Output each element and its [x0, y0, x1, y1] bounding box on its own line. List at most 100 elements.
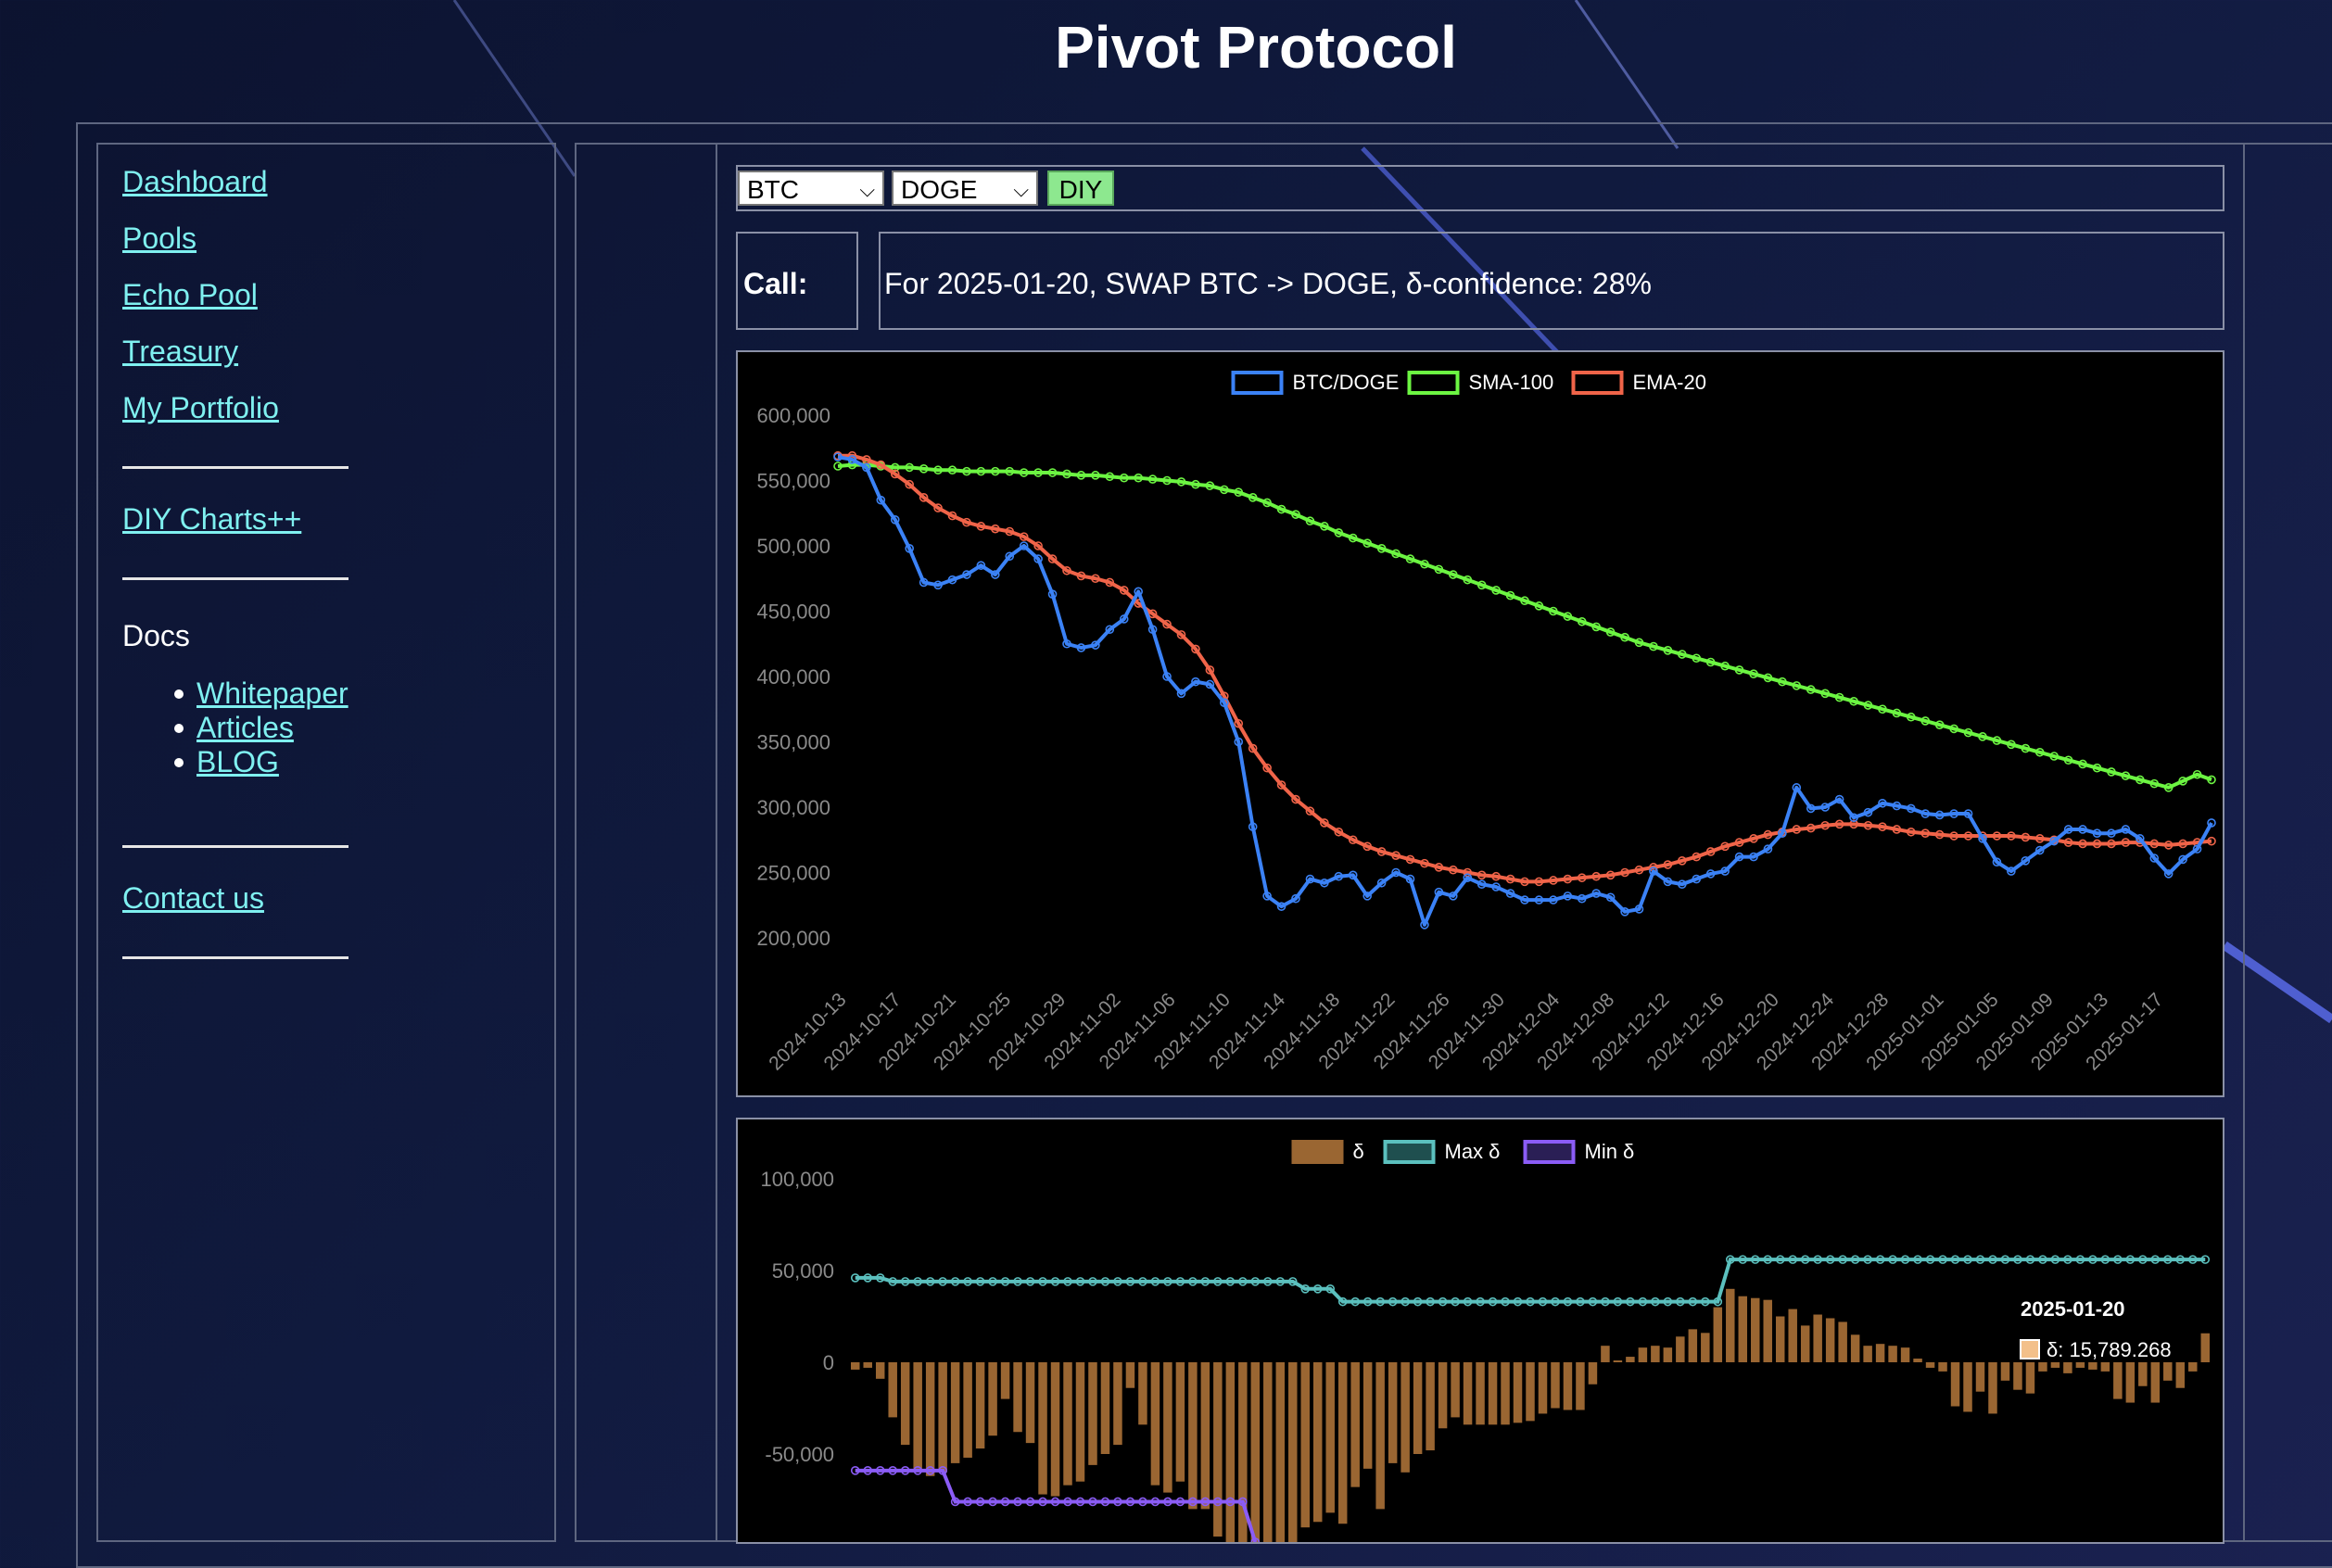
nav-my-portfolio[interactable]: My Portfolio: [122, 391, 279, 424]
nav-contact-us[interactable]: Contact us: [122, 881, 264, 915]
docs-list-item: Articles: [122, 711, 349, 745]
delta-bar: [1988, 1362, 1997, 1414]
data-point: [1549, 606, 1558, 616]
nav-dashboard[interactable]: Dashboard: [122, 165, 268, 198]
pair-toolbar: [736, 165, 2224, 211]
data-point: [938, 1466, 947, 1475]
y-tick-label: 50,000: [772, 1259, 834, 1283]
data-point: [1949, 724, 1958, 734]
nav-treasury[interactable]: Treasury: [122, 335, 239, 368]
data-point: [2092, 763, 2102, 773]
data-point: [963, 1277, 972, 1286]
data-point: [2034, 834, 2045, 843]
data-point: [2092, 839, 2102, 849]
nav-echo-pool[interactable]: Echo Pool: [122, 278, 258, 311]
delta-bar: [2175, 1362, 2186, 1388]
data-point: [1305, 806, 1315, 816]
legend-swatch: [1523, 1140, 1576, 1164]
data-point: [2075, 1255, 2085, 1264]
data-point: [1505, 590, 1515, 601]
data-point: [1200, 1497, 1210, 1507]
data-point: [1334, 528, 1344, 537]
data-point: [2162, 1255, 2173, 1264]
data-point: [2049, 752, 2059, 761]
delta-bar: [863, 1362, 872, 1368]
data-point: [1663, 877, 1673, 887]
legend-label: Max δ: [1445, 1140, 1501, 1163]
data-point: [1420, 559, 1429, 569]
data-point: [1348, 835, 1358, 845]
data-point: [1563, 612, 1573, 621]
delta-bar: [1938, 1362, 1947, 1372]
delta-bar: [1763, 1299, 1772, 1362]
data-point: [919, 464, 929, 474]
data-point: [1362, 891, 1372, 901]
data-point: [1806, 823, 1816, 833]
delta-bar: [1312, 1362, 1323, 1523]
data-point: [1878, 704, 1887, 714]
nav-articles[interactable]: Articles: [196, 711, 294, 744]
data-point: [1420, 858, 1429, 868]
data-point: [850, 1273, 860, 1283]
data-point: [1688, 1296, 1698, 1307]
delta-bar: [1038, 1362, 1047, 1495]
data-point: [1188, 1277, 1198, 1286]
data-point: [1134, 587, 1143, 597]
data-point: [1091, 574, 1100, 584]
legend-label: BTC/DOGE: [1293, 371, 1400, 394]
data-point: [1863, 807, 1873, 817]
data-point: [1451, 1296, 1460, 1307]
quote-asset-select[interactable]: DOGE ⌵: [892, 171, 1038, 206]
data-point: [1105, 577, 1115, 588]
data-point: [1362, 538, 1372, 548]
data-point: [1750, 1255, 1760, 1264]
data-point: [1949, 831, 1958, 841]
diy-button[interactable]: DIY: [1047, 171, 1114, 206]
data-point: [1938, 1255, 1947, 1264]
data-point: [1350, 1296, 1360, 1307]
nav-blog[interactable]: BLOG: [196, 745, 279, 778]
data-point: [933, 503, 943, 512]
sidebar-divider: [122, 956, 349, 959]
y-tick-label: 350,000: [756, 731, 830, 754]
data-point: [1163, 1277, 1172, 1286]
data-point: [1900, 1255, 1910, 1264]
nav-whitepaper[interactable]: Whitepaper: [196, 677, 349, 710]
data-point: [925, 1277, 935, 1286]
data-point: [2178, 854, 2187, 865]
data-point: [2100, 1255, 2110, 1264]
data-point: [1176, 477, 1186, 487]
delta-bar: [1025, 1362, 1035, 1444]
delta-bar: [950, 1362, 960, 1463]
data-point: [1047, 589, 1058, 599]
base-asset-value: BTC: [747, 175, 799, 204]
delta-bar: [975, 1362, 985, 1449]
data-point: [1934, 720, 1945, 729]
delta-bar: [851, 1362, 860, 1370]
nav-pools[interactable]: Pools: [122, 221, 197, 255]
data-point: [1713, 1296, 1723, 1307]
data-point: [2007, 831, 2016, 841]
sidebar: Dashboard Pools Echo Pool Treasury My Po…: [96, 143, 556, 1542]
data-point: [919, 493, 929, 502]
delta-bar: [1200, 1362, 1210, 1510]
data-point: [2121, 771, 2131, 780]
nav-diy-charts[interactable]: DIY Charts++: [122, 502, 302, 536]
docs-list-item: BLOG: [122, 745, 349, 779]
data-point: [1738, 1255, 1748, 1264]
data-point: [1348, 533, 1358, 543]
base-asset-select[interactable]: BTC ⌵: [738, 171, 884, 206]
data-point: [1000, 1277, 1010, 1286]
data-point: [1491, 882, 1501, 891]
data-point: [2034, 747, 2045, 757]
y-tick-label: 100,000: [760, 1168, 834, 1191]
data-point: [1477, 879, 1487, 889]
data-point: [1050, 1497, 1060, 1507]
delta-bar: [1601, 1346, 1610, 1362]
data-point: [847, 455, 857, 464]
data-point: [1147, 609, 1158, 619]
y-tick-label: 450,000: [756, 601, 830, 624]
data-point: [888, 1466, 898, 1475]
data-point: [1763, 673, 1773, 683]
delta-bar: [1551, 1362, 1560, 1409]
